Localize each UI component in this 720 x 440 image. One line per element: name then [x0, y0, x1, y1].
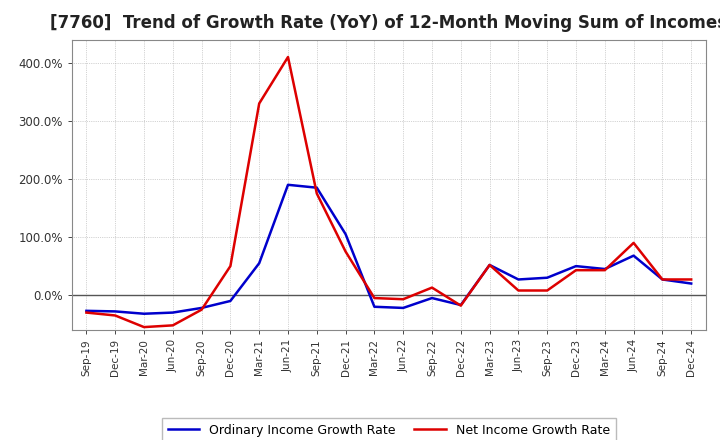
Ordinary Income Growth Rate	[543, 275, 552, 280]
Net Income Growth Rate	[600, 268, 609, 273]
Ordinary Income Growth Rate	[428, 295, 436, 301]
Net Income Growth Rate	[687, 277, 696, 282]
Net Income Growth Rate	[140, 324, 148, 330]
Net Income Growth Rate	[197, 307, 206, 312]
Net Income Growth Rate	[370, 295, 379, 301]
Ordinary Income Growth Rate	[168, 310, 177, 315]
Net Income Growth Rate	[341, 249, 350, 254]
Ordinary Income Growth Rate	[514, 277, 523, 282]
Line: Ordinary Income Growth Rate: Ordinary Income Growth Rate	[86, 185, 691, 314]
Net Income Growth Rate	[82, 310, 91, 315]
Net Income Growth Rate	[255, 101, 264, 106]
Net Income Growth Rate	[312, 191, 321, 196]
Ordinary Income Growth Rate	[197, 305, 206, 311]
Net Income Growth Rate	[399, 297, 408, 302]
Ordinary Income Growth Rate	[226, 298, 235, 304]
Net Income Growth Rate	[226, 264, 235, 269]
Line: Net Income Growth Rate: Net Income Growth Rate	[86, 57, 691, 327]
Net Income Growth Rate	[168, 323, 177, 328]
Ordinary Income Growth Rate	[82, 308, 91, 313]
Ordinary Income Growth Rate	[341, 231, 350, 237]
Net Income Growth Rate	[543, 288, 552, 293]
Net Income Growth Rate	[629, 240, 638, 246]
Net Income Growth Rate	[485, 262, 494, 268]
Ordinary Income Growth Rate	[284, 182, 292, 187]
Ordinary Income Growth Rate	[456, 302, 465, 308]
Ordinary Income Growth Rate	[485, 262, 494, 268]
Net Income Growth Rate	[658, 277, 667, 282]
Ordinary Income Growth Rate	[312, 185, 321, 191]
Net Income Growth Rate	[428, 285, 436, 290]
Ordinary Income Growth Rate	[600, 266, 609, 271]
Ordinary Income Growth Rate	[687, 281, 696, 286]
Ordinary Income Growth Rate	[140, 311, 148, 316]
Net Income Growth Rate	[284, 55, 292, 60]
Ordinary Income Growth Rate	[572, 264, 580, 269]
Ordinary Income Growth Rate	[658, 277, 667, 282]
Ordinary Income Growth Rate	[629, 253, 638, 258]
Net Income Growth Rate	[572, 268, 580, 273]
Net Income Growth Rate	[111, 313, 120, 318]
Ordinary Income Growth Rate	[255, 260, 264, 266]
Ordinary Income Growth Rate	[370, 304, 379, 309]
Net Income Growth Rate	[514, 288, 523, 293]
Ordinary Income Growth Rate	[399, 305, 408, 311]
Net Income Growth Rate	[456, 303, 465, 308]
Legend: Ordinary Income Growth Rate, Net Income Growth Rate: Ordinary Income Growth Rate, Net Income …	[161, 418, 616, 440]
Title: [7760]  Trend of Growth Rate (YoY) of 12-Month Moving Sum of Incomes: [7760] Trend of Growth Rate (YoY) of 12-…	[50, 15, 720, 33]
Ordinary Income Growth Rate	[111, 309, 120, 314]
